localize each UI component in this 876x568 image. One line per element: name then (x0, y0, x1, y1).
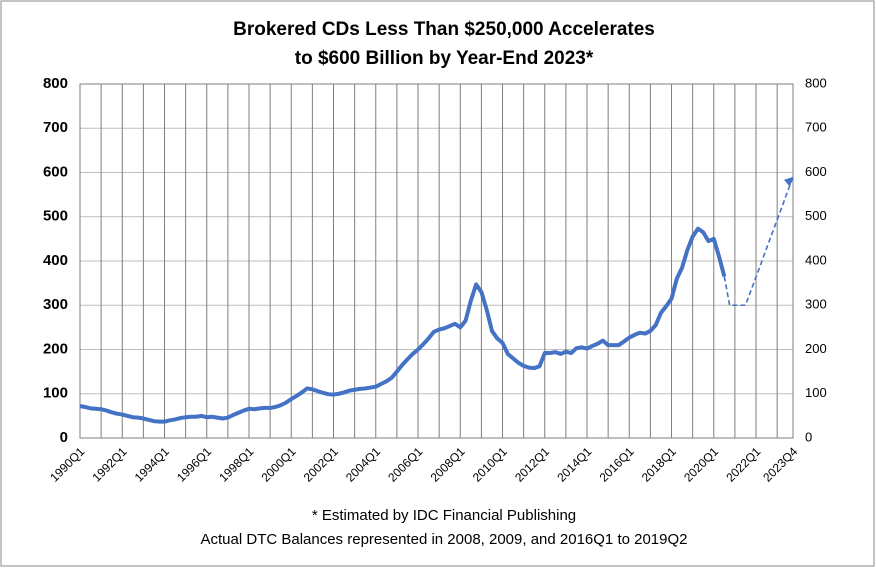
data-line (79, 226, 727, 424)
y-tick-label: 600 (43, 163, 68, 180)
estimate-line (723, 176, 794, 307)
annotation: * Estimated by IDC Financial Publishing (312, 507, 576, 524)
arrow-head (784, 176, 793, 187)
y2-tick-label: 200 (805, 341, 827, 356)
y-tick-label: 700 (43, 119, 68, 136)
y2-tick-label: 600 (805, 164, 827, 179)
y2-tick-label: 400 (805, 252, 827, 267)
y-tick-label: 300 (43, 296, 68, 313)
y-tick-label: 0 (60, 429, 68, 446)
y2-tick-label: 100 (805, 385, 827, 400)
chart-title: to $600 Billion by Year-End 2023* (295, 48, 594, 69)
y-tick-label: 800 (43, 75, 68, 92)
chart-title: Brokered CDs Less Than $250,000 Accelera… (233, 19, 655, 40)
y-tick-label: 400 (43, 252, 68, 269)
y2-tick-label: 300 (805, 297, 827, 312)
annotation: Actual DTC Balances represented in 2008,… (201, 531, 688, 548)
y-tick-label: 200 (43, 340, 68, 357)
y-tick-label: 500 (43, 208, 68, 225)
y2-tick-label: 800 (805, 75, 827, 90)
y2-tick-label: 700 (805, 120, 827, 135)
y2-tick-label: 500 (805, 208, 827, 223)
y2-tick-label: 0 (805, 429, 812, 444)
plot-border (79, 83, 794, 439)
y-tick-label: 100 (43, 385, 68, 402)
